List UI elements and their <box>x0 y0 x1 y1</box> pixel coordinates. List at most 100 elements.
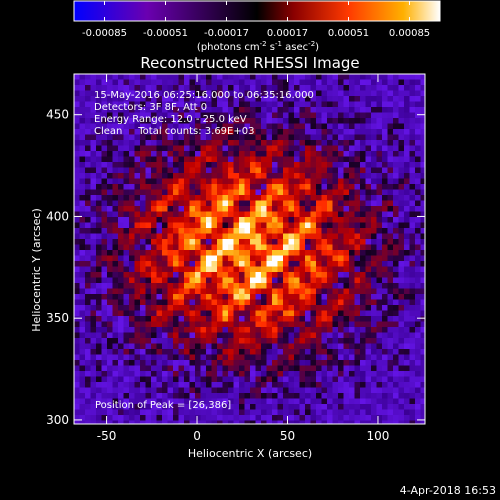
image-pixel <box>327 266 333 273</box>
image-pixel <box>343 162 350 168</box>
image-pixel <box>173 244 179 251</box>
image-pixel <box>200 365 207 372</box>
image-pixel <box>134 167 141 174</box>
image-pixel <box>101 79 108 86</box>
image-pixel <box>266 195 273 201</box>
image-pixel <box>85 244 91 251</box>
image-pixel <box>250 343 256 350</box>
image-pixel <box>74 79 80 86</box>
image-pixel <box>129 316 135 322</box>
image-pixel <box>156 211 163 218</box>
image-pixel <box>404 299 410 306</box>
image-pixel <box>376 167 383 174</box>
image-pixel <box>244 382 251 388</box>
image-pixel <box>255 261 262 267</box>
image-pixel <box>415 123 421 130</box>
image-pixel <box>129 338 135 344</box>
image-pixel <box>151 228 157 234</box>
image-pixel <box>409 90 416 97</box>
image-pixel <box>371 107 377 113</box>
image-pixel <box>283 387 289 394</box>
image-pixel <box>211 316 218 322</box>
image-pixel <box>233 316 240 322</box>
image-pixel <box>184 145 190 152</box>
image-pixel <box>79 156 86 163</box>
image-pixel <box>239 327 245 333</box>
image-pixel <box>134 332 141 339</box>
image-pixel <box>173 354 179 361</box>
image-pixel <box>415 420 421 424</box>
image-pixel <box>200 332 207 339</box>
image-pixel <box>96 173 102 179</box>
image-pixel <box>173 415 179 421</box>
image-pixel <box>233 107 240 113</box>
image-pixel <box>79 217 86 223</box>
image-pixel <box>332 354 339 361</box>
image-pixel <box>310 332 317 339</box>
image-pixel <box>404 151 410 157</box>
image-pixel <box>327 261 333 267</box>
image-pixel <box>74 167 80 174</box>
image-pixel <box>145 299 152 306</box>
image-pixel <box>211 261 218 267</box>
image-pixel <box>107 255 113 262</box>
image-pixel <box>327 129 333 135</box>
image-pixel <box>299 74 306 80</box>
image-pixel <box>387 404 394 410</box>
image-pixel <box>162 112 168 119</box>
image-pixel <box>200 294 207 300</box>
image-pixel <box>178 233 185 240</box>
image-pixel <box>101 321 108 328</box>
image-pixel <box>354 255 361 262</box>
image-pixel <box>162 178 168 185</box>
image-pixel <box>376 195 383 201</box>
image-pixel <box>376 316 383 322</box>
image-pixel <box>409 189 416 196</box>
image-pixel <box>173 167 179 174</box>
image-pixel <box>79 349 86 355</box>
y-tick-label: 350 <box>46 311 69 325</box>
colorbar-ticks: -0.00085 -0.00051 -0.00017 0.00017 0.00051 0.… <box>82 1 430 39</box>
image-pixel <box>288 393 295 399</box>
image-pixel <box>272 272 278 278</box>
image-pixel <box>145 233 152 240</box>
image-pixel <box>343 244 350 251</box>
image-pixel <box>162 338 168 344</box>
image-pixel <box>107 244 113 251</box>
image-pixel <box>156 382 163 388</box>
image-pixel <box>365 178 372 185</box>
image-pixel <box>222 277 229 284</box>
image-pixel <box>382 376 388 383</box>
image-pixel <box>305 354 311 361</box>
image-pixel <box>74 365 80 372</box>
image-pixel <box>239 266 245 273</box>
image-pixel <box>354 211 361 218</box>
image-pixel <box>294 338 300 344</box>
image-pixel <box>354 393 361 399</box>
image-pixel <box>162 393 168 399</box>
image-pixel <box>299 79 306 86</box>
image-pixel <box>118 96 124 102</box>
image-pixel <box>305 398 311 405</box>
image-pixel <box>371 387 377 394</box>
image-pixel <box>288 107 295 113</box>
image-pixel <box>178 123 185 130</box>
image-pixel <box>250 206 256 212</box>
image-pixel <box>206 228 212 234</box>
image-pixel <box>206 371 212 377</box>
image-pixel <box>217 266 223 273</box>
image-pixel <box>332 129 339 135</box>
image-pixel <box>184 244 190 251</box>
image-pixel <box>420 398 425 405</box>
image-pixel <box>195 343 201 350</box>
image-pixel <box>90 382 97 388</box>
image-pixel <box>266 107 273 113</box>
image-pixel <box>206 261 212 267</box>
image-pixel <box>266 376 273 383</box>
image-pixel <box>173 162 179 168</box>
image-pixel <box>96 321 102 328</box>
image-pixel <box>90 228 97 234</box>
image-pixel <box>288 112 295 119</box>
image-pixel <box>332 85 339 91</box>
image-pixel <box>151 184 157 190</box>
